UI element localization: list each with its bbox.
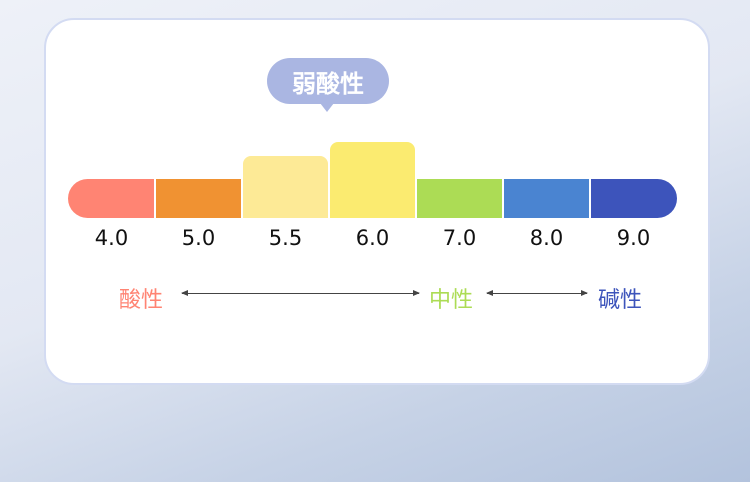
- ph-segment-7.0: [417, 179, 502, 218]
- ph-segment-5.5: [243, 156, 328, 218]
- ph-segment-6.0: [330, 142, 415, 218]
- ph-value-label: 5.0: [181, 226, 216, 250]
- alkaline-label: 碱性: [598, 288, 643, 313]
- callout-pointer: [320, 103, 334, 112]
- ph-value-label: 8.0: [529, 226, 564, 250]
- neutral-label: 中性: [429, 288, 474, 313]
- ph-value-label: 6.0: [355, 226, 390, 250]
- acid-neutral-arrow: [181, 290, 420, 296]
- acidic-label: 酸性: [119, 288, 164, 313]
- ph-value-label: 5.5: [268, 226, 303, 250]
- ph-segment-5.0: [156, 179, 241, 218]
- neutral-alkaline-arrow: [486, 290, 588, 296]
- ph-segment-8.0: [504, 179, 589, 218]
- ph-segment-9.0: [591, 179, 677, 218]
- ph-value-label: 9.0: [616, 226, 651, 250]
- ph-value-label: 7.0: [442, 226, 477, 250]
- ph-segment-4.0: [68, 179, 154, 218]
- callout-label: 弱酸性: [292, 69, 364, 98]
- ph-value-label: 4.0: [94, 226, 129, 250]
- weak-acid-callout: 弱酸性: [267, 58, 389, 104]
